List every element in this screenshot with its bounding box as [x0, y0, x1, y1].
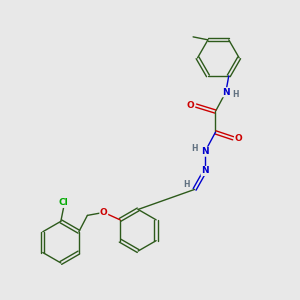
Text: H: H: [191, 144, 198, 153]
Text: N: N: [201, 147, 209, 156]
Text: O: O: [100, 208, 108, 217]
Text: H: H: [183, 180, 190, 189]
Text: Cl: Cl: [59, 198, 69, 207]
Text: H: H: [232, 90, 239, 99]
Text: N: N: [222, 88, 230, 97]
Text: O: O: [187, 101, 195, 110]
Text: N: N: [201, 167, 209, 176]
Text: O: O: [235, 134, 242, 143]
